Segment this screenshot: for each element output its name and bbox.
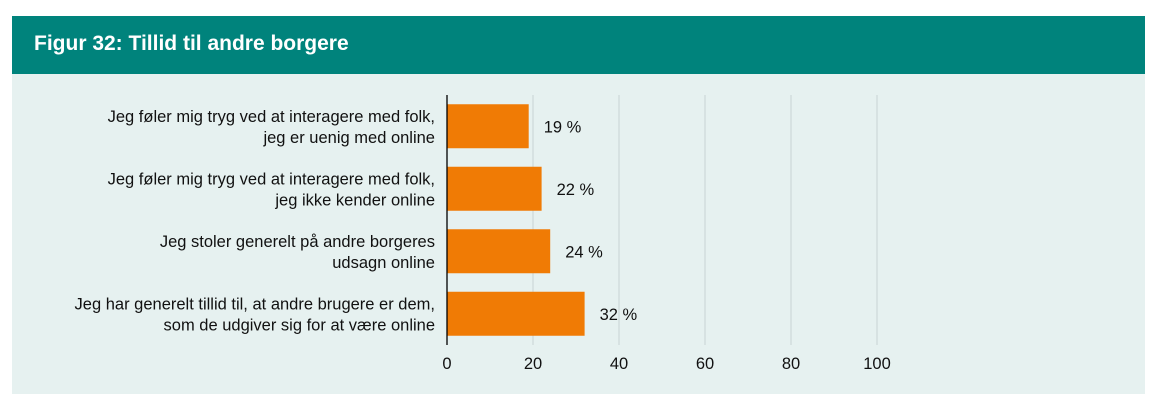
x-tick-label-60: 60 <box>696 355 714 373</box>
data-label-4: 32 % <box>600 306 638 324</box>
category-label-3-line-1: Jeg stoler generelt på andre borgeres <box>160 233 435 251</box>
x-tick-label-40: 40 <box>610 355 628 373</box>
bar-4 <box>447 291 585 336</box>
figure-title: Figur 32: Tillid til andre borgere <box>34 32 349 55</box>
bar-1 <box>447 104 529 149</box>
category-label-4-line-1: Jeg har generelt tillid til, at andre br… <box>75 295 435 313</box>
category-label-1-line-2: jeg er uenig med online <box>262 129 435 147</box>
bar-3 <box>447 229 551 274</box>
figure-header: Figur 32: Tillid til andre borgere <box>12 16 1145 74</box>
data-label-1: 19 % <box>544 118 582 136</box>
category-label-2-line-2: jeg ikke kender online <box>274 191 435 209</box>
category-label-2-line-1: Jeg føler mig tryg ved at interagere med… <box>108 170 435 188</box>
x-tick-label-0: 0 <box>442 355 451 373</box>
category-label-3-line-2: udsagn online <box>332 254 435 272</box>
data-label-3: 24 % <box>565 243 603 261</box>
x-tick-label-100: 100 <box>863 355 891 373</box>
data-label-2: 22 % <box>557 181 595 199</box>
category-label-4-line-2: som de udgiver sig for at være online <box>164 316 435 334</box>
x-tick-label-20: 20 <box>524 355 542 373</box>
bar-2 <box>447 166 542 211</box>
category-label-1-line-1: Jeg føler mig tryg ved at interagere med… <box>108 108 435 126</box>
x-tick-label-80: 80 <box>782 355 800 373</box>
